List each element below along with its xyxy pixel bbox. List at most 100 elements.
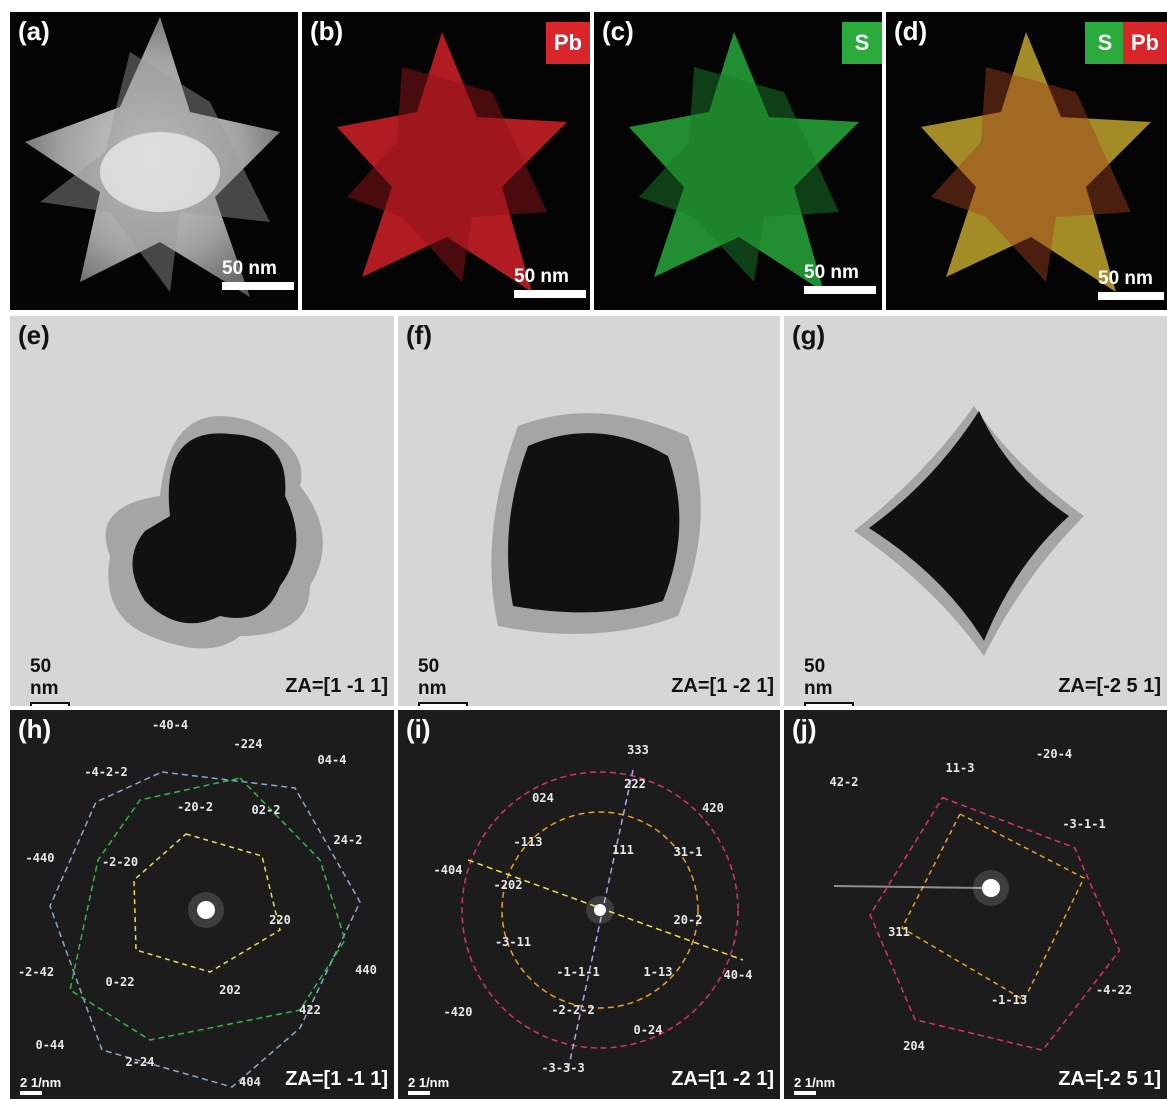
diffraction-index-label: -2-42 [17, 965, 55, 979]
scale-bar-line-b [514, 290, 586, 298]
diffraction-index-label: 1-13 [643, 965, 673, 979]
diffraction-index-label: 311 [888, 925, 910, 939]
panel-i: (i) 333 222 024 420 -113 111 31-1 -404 -202 -3-11… [398, 710, 780, 1099]
diffraction-index-label: 0-44 [35, 1038, 65, 1052]
zone-axis-j: ZA=[-2 5 1] [1058, 1068, 1161, 1090]
diffraction-index-label: 204 [903, 1039, 925, 1053]
diffraction-index-label: -20-2 [176, 800, 214, 814]
diffraction-index-label: 024 [532, 791, 554, 805]
diffraction-index-label: 333 [627, 743, 649, 757]
diffraction-index-label: -1-13 [990, 993, 1028, 1007]
scale-label-h: 2 1/nm [20, 1075, 62, 1090]
panel-f: (f) 50 nm ZA=[1 -2 1] [398, 316, 780, 706]
diffraction-index-label: 0-24 [633, 1023, 663, 1037]
scale-bar-e: 50 nm [30, 656, 82, 706]
diffraction-index-label: 20-2 [673, 913, 703, 927]
s-element-badge-overlay: S [1085, 22, 1125, 64]
scale-label-c: 50 nm [804, 262, 859, 283]
diffraction-index-label: 0-22 [105, 975, 135, 989]
panel-b: (b) Pb 50 nm [302, 12, 590, 310]
panel-label-b: (b) [310, 16, 344, 46]
diffraction-index-label: 222 [624, 777, 646, 791]
scale-bar-h: 2 1/nm [20, 1075, 61, 1095]
panel-label-f: (f) [406, 320, 432, 350]
tem-image-e [105, 416, 323, 649]
scale-bar-f: 50 nm [418, 656, 470, 706]
diffraction-index-label: 420 [702, 801, 724, 815]
diffraction-index-label: 422 [299, 1003, 321, 1017]
diffraction-pattern-j [833, 796, 1121, 1052]
scale-label-i: 2 1/nm [408, 1075, 450, 1090]
panel-d: (d) S Pb 50 nm [886, 12, 1167, 310]
zone-axis-g: ZA=[-2 5 1] [1058, 675, 1161, 697]
panel-label-e: (e) [18, 320, 50, 350]
diffraction-index-label: -113 [513, 835, 543, 849]
diffraction-index-label: -404 [433, 863, 463, 877]
panel-e: (e) 50 nm ZA=[1 -1 1] [10, 316, 394, 706]
diffraction-index-label: -3-3-3 [541, 1061, 585, 1075]
diffraction-index-label: 04-4 [317, 753, 347, 767]
scale-bar-j: 2 1/nm [794, 1075, 835, 1095]
panel-j: (j) -20-4 11-3 42-2 -3-1-1 311 -4-22 -1-13 204 … [784, 710, 1167, 1099]
panel-label-h: (h) [18, 714, 52, 744]
diffraction-index-label: -3-11 [494, 935, 532, 949]
haadf-star-image [25, 17, 280, 297]
scale-bar-line-e [30, 702, 70, 706]
overlay-map-image [921, 32, 1151, 292]
diffraction-index-label: -420 [443, 1005, 473, 1019]
diffraction-index-label: -224 [233, 737, 263, 751]
diffraction-index-label: 42-2 [829, 775, 859, 789]
tem-image-g [854, 406, 1084, 656]
zone-axis-i: ZA=[1 -2 1] [671, 1068, 774, 1090]
scale-bar-line-h [20, 1091, 42, 1095]
scale-bar-a: 50 nm [222, 258, 294, 290]
diffraction-index-label: 40-4 [723, 968, 753, 982]
scale-bar-line-j [794, 1091, 816, 1095]
scale-bar-line-f [418, 702, 468, 706]
diffraction-index-label: 11-3 [945, 761, 975, 775]
scale-bar-line-d [1098, 292, 1164, 300]
panel-label-c: (c) [602, 16, 634, 46]
scale-bar-line-c [804, 286, 876, 294]
tem-image-f [491, 413, 701, 634]
s-map-image [629, 32, 859, 292]
diffraction-index-label: -2-20 [101, 855, 139, 869]
diffraction-pattern-i [461, 769, 744, 1071]
diffraction-index-label: 202 [219, 983, 241, 997]
diffraction-index-label: -4-22 [1095, 983, 1133, 997]
zone-axis-e: ZA=[1 -1 1] [285, 675, 388, 697]
diffraction-index-label: 02-2 [251, 803, 281, 817]
pb-map-image [337, 32, 567, 292]
panel-g: (g) 50 nm ZA=[-2 5 1] [784, 316, 1167, 706]
pb-element-badge: Pb [545, 22, 590, 64]
scale-label-f: 50 nm [418, 656, 447, 699]
diffraction-index-label: 220 [269, 913, 291, 927]
s-element-badge: S [842, 22, 882, 64]
scale-label-d: 50 nm [1098, 268, 1153, 289]
panel-a: (a) 50 nm [10, 12, 298, 310]
scale-bar-g: 50 nm [804, 656, 856, 706]
scale-bar-i: 2 1/nm [408, 1075, 449, 1095]
panel-label-j: (j) [792, 714, 817, 744]
diffraction-index-label: -20-4 [1035, 747, 1073, 761]
diffraction-index-label: -440 [25, 851, 55, 865]
diffraction-index-label: -2-2-2 [551, 1003, 595, 1017]
panel-label-d: (d) [894, 16, 928, 46]
diffraction-index-label: 24-2 [333, 833, 363, 847]
diffraction-index-label: -40-4 [151, 718, 189, 732]
panel-label-i: (i) [406, 714, 431, 744]
scale-label-g: 50 nm [804, 656, 833, 699]
diffraction-index-label: 440 [355, 963, 377, 977]
diffraction-index-label: -202 [493, 878, 523, 892]
scale-bar-line-a [222, 282, 294, 290]
panel-label-a: (a) [18, 16, 50, 46]
scale-label-j: 2 1/nm [794, 1075, 836, 1090]
panel-label-g: (g) [792, 320, 826, 350]
scale-label-e: 50 nm [30, 656, 59, 699]
diffraction-index-label: 2-24 [125, 1055, 155, 1069]
scale-bar-line-i [408, 1091, 430, 1095]
zone-axis-f: ZA=[1 -2 1] [671, 675, 774, 697]
panel-c: (c) S 50 nm [594, 12, 882, 310]
diffraction-index-label: 404 [239, 1075, 261, 1089]
scale-label-a: 50 nm [222, 258, 277, 279]
